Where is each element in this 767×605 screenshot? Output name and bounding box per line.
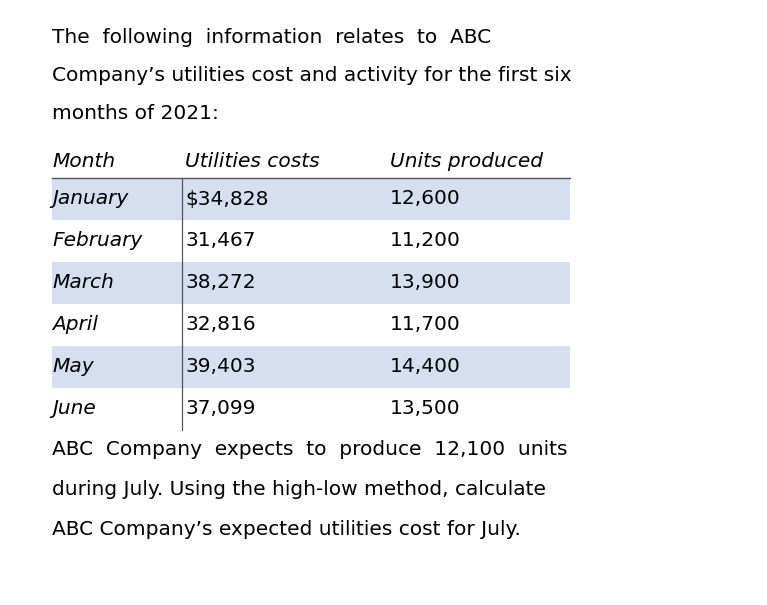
Text: Month: Month: [52, 152, 115, 171]
Text: Company’s utilities cost and activity for the first six: Company’s utilities cost and activity fo…: [52, 66, 571, 85]
Text: Utilities costs: Utilities costs: [185, 152, 320, 171]
Text: May: May: [52, 358, 94, 376]
Text: June: June: [52, 399, 96, 419]
Text: Units produced: Units produced: [390, 152, 543, 171]
Text: February: February: [52, 232, 142, 250]
Text: 38,272: 38,272: [185, 273, 255, 292]
Text: 14,400: 14,400: [390, 358, 461, 376]
Text: 13,900: 13,900: [390, 273, 461, 292]
Text: ABC  Company  expects  to  produce  12,100  units: ABC Company expects to produce 12,100 un…: [52, 440, 568, 459]
Text: 31,467: 31,467: [185, 232, 255, 250]
Text: The  following  information  relates  to  ABC: The following information relates to ABC: [52, 28, 491, 47]
Text: January: January: [52, 189, 128, 209]
Bar: [52, 346, 570, 388]
Text: during July. Using the high-low method, calculate: during July. Using the high-low method, …: [52, 480, 546, 499]
Text: 11,200: 11,200: [390, 232, 461, 250]
Bar: [52, 178, 570, 220]
Text: 32,816: 32,816: [185, 315, 255, 335]
Text: March: March: [52, 273, 114, 292]
Text: $34,828: $34,828: [185, 189, 268, 209]
Text: 39,403: 39,403: [185, 358, 255, 376]
Text: 11,700: 11,700: [390, 315, 461, 335]
Text: months of 2021:: months of 2021:: [52, 104, 219, 123]
Text: 13,500: 13,500: [390, 399, 461, 419]
Text: 12,600: 12,600: [390, 189, 461, 209]
Bar: [52, 262, 570, 304]
Text: 37,099: 37,099: [185, 399, 255, 419]
Text: ABC Company’s expected utilities cost for July.: ABC Company’s expected utilities cost fo…: [52, 520, 521, 539]
Text: April: April: [52, 315, 98, 335]
